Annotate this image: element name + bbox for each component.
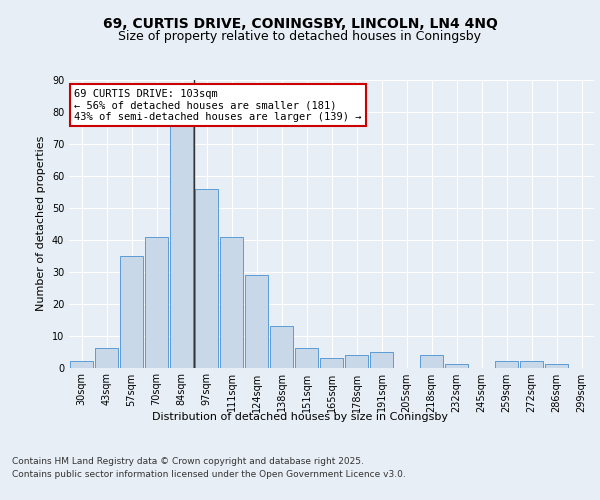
Bar	[170, 124, 193, 368]
Bar	[445, 364, 469, 368]
Text: Contains public sector information licensed under the Open Government Licence v3: Contains public sector information licen…	[12, 470, 406, 479]
Text: 69 CURTIS DRIVE: 103sqm
← 56% of detached houses are smaller (181)
43% of semi-d: 69 CURTIS DRIVE: 103sqm ← 56% of detache…	[74, 88, 362, 122]
Text: Size of property relative to detached houses in Coningsby: Size of property relative to detached ho…	[119, 30, 482, 43]
Bar	[320, 358, 343, 368]
Bar	[145, 236, 169, 368]
Y-axis label: Number of detached properties: Number of detached properties	[36, 136, 46, 312]
Bar	[245, 275, 268, 368]
Text: 69, CURTIS DRIVE, CONINGSBY, LINCOLN, LN4 4NQ: 69, CURTIS DRIVE, CONINGSBY, LINCOLN, LN…	[103, 18, 497, 32]
Text: Contains HM Land Registry data © Crown copyright and database right 2025.: Contains HM Land Registry data © Crown c…	[12, 458, 364, 466]
Bar	[520, 361, 544, 368]
Bar	[95, 348, 118, 368]
Bar	[545, 364, 568, 368]
Bar	[70, 361, 94, 368]
Bar	[344, 354, 368, 368]
Bar	[119, 256, 143, 368]
Bar	[419, 354, 443, 368]
Text: Distribution of detached houses by size in Coningsby: Distribution of detached houses by size …	[152, 412, 448, 422]
Bar	[220, 236, 244, 368]
Bar	[269, 326, 293, 368]
Bar	[194, 188, 218, 368]
Bar	[295, 348, 319, 368]
Bar	[370, 352, 394, 368]
Bar	[494, 361, 518, 368]
